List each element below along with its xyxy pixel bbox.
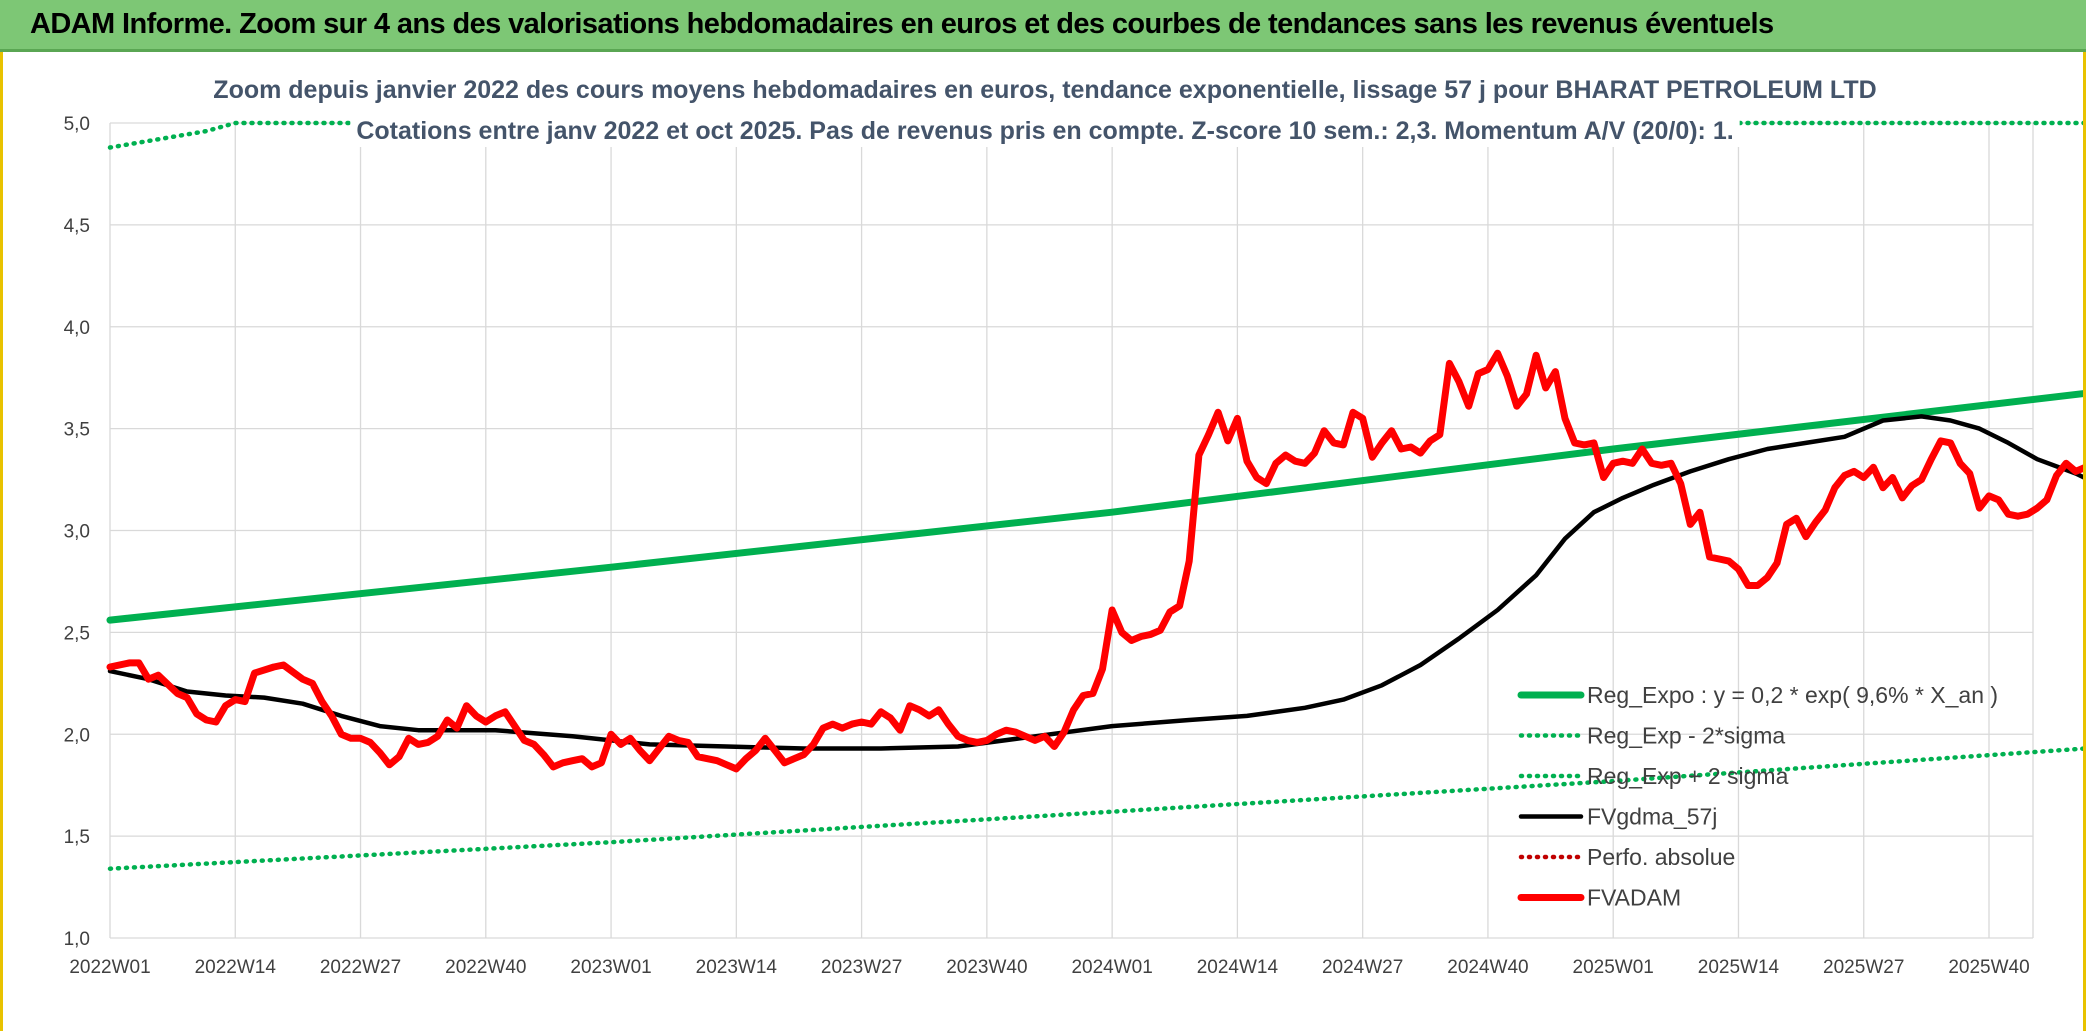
chart-legend: Reg_Expo : y = 0,2 * exp( 9,6% * X_an ) R…	[1517, 682, 1998, 911]
report-title: ADAM Informe. Zoom sur 4 ans des valoris…	[30, 8, 1774, 40]
report-banner: ADAM Informe. Zoom sur 4 ans des valoris…	[0, 0, 2086, 52]
title-backdrop	[207, 74, 1883, 106]
chart-frame: 1,0 1,5 2,0 2,5 3,0 3,5 4,0 4,5 5,0 2022W01 2022W…	[0, 52, 2086, 1031]
legend-label: Reg_Exp - 2*sigma	[1587, 723, 1785, 749]
x-tick-label: 2022W27	[320, 957, 401, 978]
x-tick-label: 2022W14	[195, 957, 277, 978]
series-line-reg-exp-2	[107, 120, 2083, 150]
legend-label: Reg_Expo : y = 0,2 * exp( 9,6% * X_an )	[1587, 682, 1998, 708]
series-line-fvadam-5	[106, 349, 2083, 773]
series-layer	[106, 120, 2083, 871]
chart-title: Zoom depuis janvier 2022 des cours moyen…	[213, 76, 1876, 104]
x-tick-label: 2024W40	[1447, 957, 1528, 978]
x-tick-label: 2022W40	[445, 957, 526, 978]
legend-label: Perfo. absolue	[1587, 844, 1735, 870]
y-tick-label: 1,5	[64, 827, 90, 848]
y-tick-label: 2,0	[64, 725, 90, 746]
title-backdrop	[350, 115, 1740, 147]
legend-label: FVgdma_57j	[1587, 804, 1717, 830]
y-tick-label: 1,0	[64, 929, 90, 950]
x-axis-labels: 2022W01 2022W14 2022W27 2022W40 2023W01 2023W…	[69, 957, 2029, 978]
y-tick-label: 3,5	[64, 420, 90, 441]
series-line-reg-exp-1	[107, 746, 2083, 871]
x-tick-label: 2023W27	[821, 957, 902, 978]
chart-subtitle: Cotations entre janv 2022 et oct 2025. P…	[356, 117, 1733, 145]
x-tick-label: 2023W40	[946, 957, 1027, 978]
y-tick-label: 2,5	[64, 623, 90, 644]
x-tick-label: 2025W01	[1573, 957, 1654, 978]
x-tick-label: 2023W14	[696, 957, 778, 978]
x-tick-label: 2024W14	[1197, 957, 1279, 978]
grid-lines	[109, 122, 2034, 939]
x-tick-label: 2024W01	[1071, 957, 1152, 978]
legend-label: FVADAM	[1587, 885, 1681, 911]
y-tick-label: 4,5	[64, 216, 90, 237]
x-tick-label: 2025W27	[1823, 957, 1904, 978]
y-tick-label: 3,0	[64, 522, 90, 543]
x-tick-label: 2022W01	[69, 957, 150, 978]
series-line-reg-expo-0	[106, 390, 2083, 624]
legend-label: Reg_Exp + 2 sigma	[1587, 763, 1789, 789]
x-tick-label: 2023W01	[570, 957, 651, 978]
x-tick-label: 2025W40	[1948, 957, 2029, 978]
y-tick-label: 4,0	[64, 318, 90, 339]
x-tick-label: 2025W14	[1698, 957, 1780, 978]
series-line-fvgdma-57j-3	[107, 414, 2083, 751]
y-tick-label: 5,0	[64, 114, 90, 135]
x-tick-label: 2024W27	[1322, 957, 1403, 978]
y-axis-labels: 1,0 1,5 2,0 2,5 3,0 3,5 4,0 4,5 5,0	[64, 114, 90, 950]
price-chart: 1,01,52,02,53,03,54,04,55,0 2022W01 2022W…	[64, 74, 2083, 978]
